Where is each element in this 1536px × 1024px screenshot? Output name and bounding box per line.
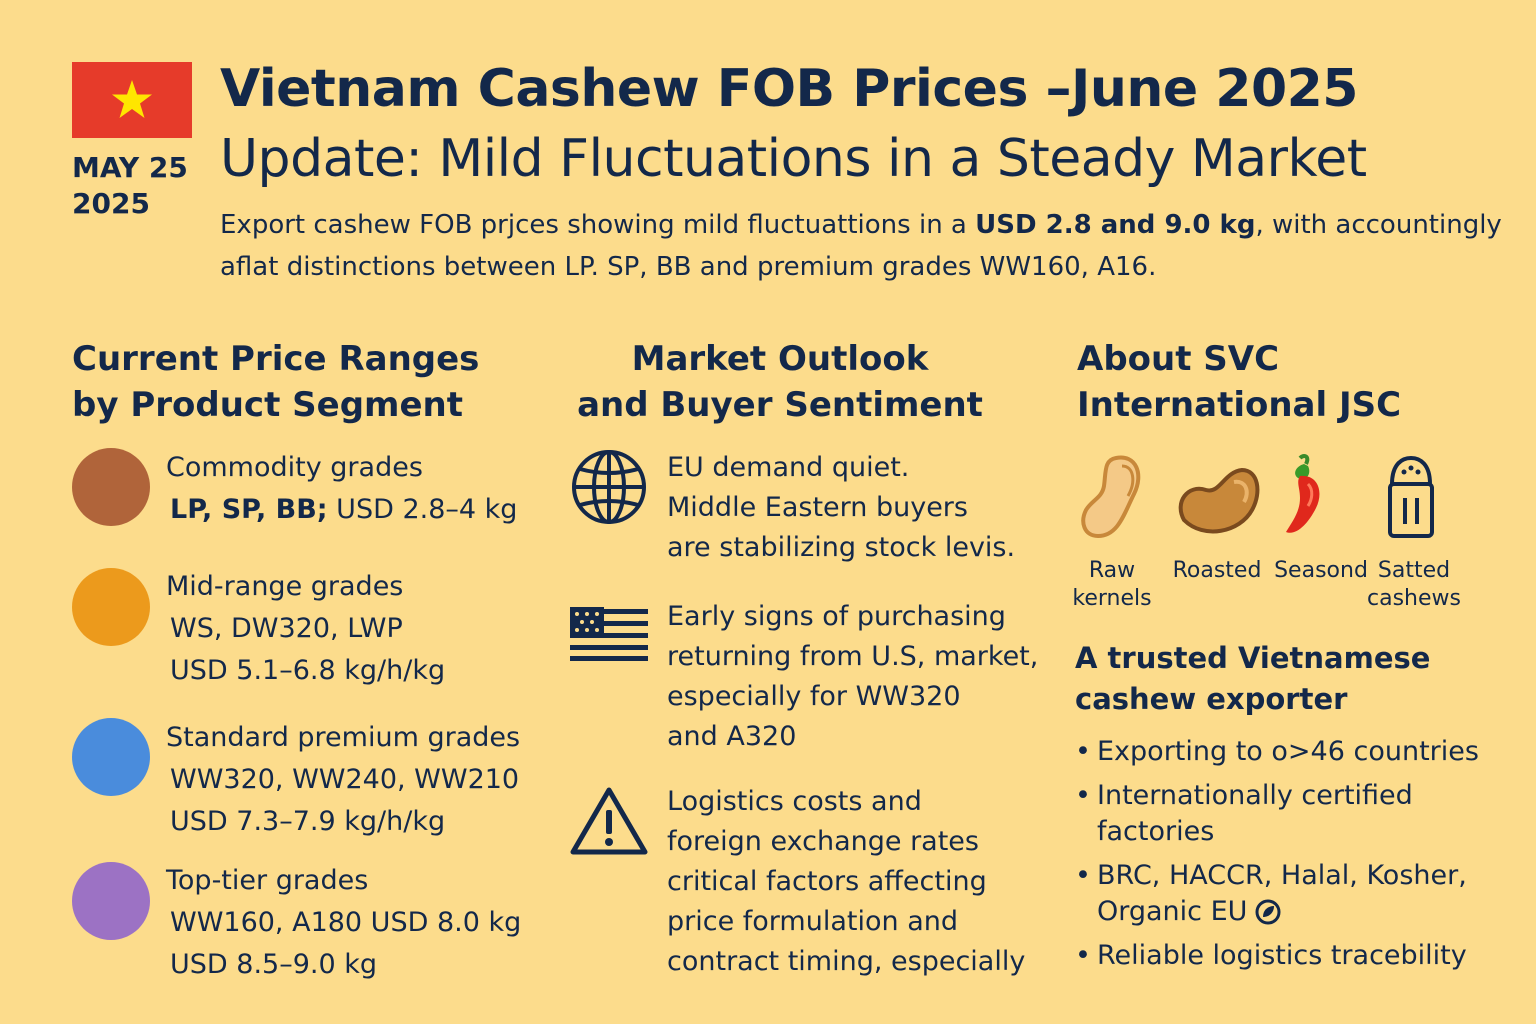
bullet-dot: • — [1075, 860, 1091, 891]
us-flag-icon — [570, 607, 648, 661]
top-tier-color-dot — [72, 862, 150, 940]
organic-leaf-icon — [1255, 899, 1281, 925]
date-year: 2025 — [72, 187, 150, 220]
market-item-line: critical factors affecting — [667, 866, 987, 897]
market-item-line: Middle Eastern buyers — [667, 492, 968, 523]
tagline-line2: cashew exporter — [1075, 682, 1348, 716]
company-tagline: A trusted Vietnamese cashew exporter — [1075, 638, 1430, 720]
star-icon — [112, 80, 152, 118]
market-item-line: returning from U.S, market, — [667, 641, 1039, 672]
market-item-line: are stabilizing stock levis. — [667, 532, 1016, 563]
product-label-salted: Satted cashews — [1359, 557, 1469, 613]
segment-grades: LP, SP, BB; USD 2.8–4 kg — [166, 489, 517, 531]
intro-price-range: USD 2.8 and 9.0 kg — [975, 210, 1256, 240]
bullet-export-countries: • Exporting to o>46 countries — [1075, 734, 1479, 770]
bullet-text: Organic EU — [1097, 896, 1248, 927]
price-heading-line2: by Product Segment — [72, 385, 463, 425]
product-label-line: Raw — [1088, 558, 1136, 583]
segment-name: Standard premium grades — [166, 722, 521, 753]
page-subtitle: Update: Mild Fluctuations in a Steady Ma… — [220, 129, 1367, 189]
market-item-line: Logistics costs and — [667, 786, 922, 817]
market-item-line: especially for WW320 — [667, 681, 961, 712]
warning-icon — [570, 787, 648, 855]
segment-grades: WW320, WW240, WW210 — [170, 764, 520, 795]
market-item-line: Early signs of purchasing — [667, 601, 1006, 632]
segment-price: USD 8.5–9.0 kg — [170, 949, 378, 980]
commodity-color-dot — [72, 448, 150, 526]
segment-price: USD 7.3–7.9 kg/h/kg — [170, 806, 446, 837]
product-label-line: Roasted — [1172, 558, 1262, 583]
tagline-line1: A trusted Vietnamese — [1075, 641, 1431, 675]
intro-text-start: Export cashew FOB prjces showing mild fl… — [220, 210, 976, 240]
product-label-line: cashews — [1367, 586, 1461, 611]
publish-date: MAY 25 2025 — [72, 150, 188, 222]
segment-grades: WW160, A180 USD 8.0 kg — [170, 907, 522, 938]
globe-icon — [572, 450, 646, 524]
segment-commodity: Commodity grades LP, SP, BB; USD 2.8–4 k… — [166, 447, 517, 531]
market-item-line: foreign exchange rates — [667, 826, 979, 857]
standard-premium-color-dot — [72, 718, 150, 796]
chili-pepper-icon — [1286, 454, 1320, 533]
bullet-certifications: • BRC, HACCR, Halal, Kosher, Organic EU — [1075, 858, 1479, 930]
product-label-line: Seasond — [1274, 558, 1368, 583]
bullet-text: Exporting to o>46 countries — [1097, 736, 1479, 767]
market-item-eu: EU demand quiet. Middle Eastern buyers a… — [667, 448, 1015, 568]
segment-name: Commodity grades — [166, 452, 423, 483]
market-heading-line1: Market Outlook — [631, 339, 929, 379]
roasted-cashew-icon — [1178, 467, 1260, 534]
bullet-dot: • — [1075, 736, 1091, 767]
bullet-text: factories — [1097, 816, 1215, 847]
bullet-logistics: • Reliable logistics tracebility — [1075, 938, 1479, 974]
segment-name: Top-tier grades — [166, 865, 369, 896]
market-item-us: Early signs of purchasing returning from… — [667, 597, 1038, 757]
product-label-line: kernels — [1072, 586, 1152, 611]
product-label-raw: Raw kernels — [1057, 557, 1167, 613]
mid-range-color-dot — [72, 568, 150, 646]
market-heading-line2: and Buyer Sentiment — [577, 385, 983, 425]
market-item-line: EU demand quiet. — [667, 452, 910, 483]
segment-price: USD 2.8–4 kg — [327, 494, 518, 525]
product-label-roasted: Roasted — [1162, 557, 1272, 585]
market-item-line: price formulation and — [667, 906, 958, 937]
segment-grades: WS, DW320, LWP — [170, 613, 403, 644]
segment-standard-premium: Standard premium grades WW320, WW240, WW… — [166, 717, 520, 843]
raw-cashew-icon — [1081, 455, 1141, 539]
segment-grades-bold: LP, SP, BB; — [170, 494, 328, 525]
segment-price: USD 5.1–6.8 kg/h/kg — [170, 655, 446, 686]
bullet-certified-factories: • Internationally certified factories — [1075, 778, 1479, 850]
page-title: Vietnam Cashew FOB Prices –June 2025 — [220, 59, 1358, 119]
product-label-line: Satted — [1377, 558, 1451, 583]
price-section-heading: Current Price Ranges by Product Segment — [72, 336, 532, 428]
market-item-line: and A320 — [667, 721, 797, 752]
bullet-dot: • — [1075, 940, 1091, 971]
segment-name: Mid-range grades — [166, 571, 404, 602]
market-item-line: contract timing, especially — [667, 946, 1026, 977]
about-heading-line2: International JSC — [1077, 385, 1402, 425]
price-heading-line1: Current Price Ranges — [72, 339, 480, 379]
product-label-seasoned: Seasond — [1266, 557, 1376, 585]
segment-top-tier: Top-tier grades WW160, A180 USD 8.0 kg U… — [166, 860, 521, 986]
intro-text-end: , with accountingly aflat distinctions b… — [220, 210, 1502, 282]
vietnam-flag-icon — [72, 62, 192, 138]
bullet-text: Reliable logistics tracebility — [1097, 940, 1467, 971]
about-section-heading: About SVC International JSC — [1077, 336, 1497, 428]
bullet-text: BRC, HACCR, Halal, Kosher, — [1097, 860, 1467, 891]
bullet-dot: • — [1075, 780, 1091, 811]
intro-paragraph: Export cashew FOB prjces showing mild fl… — [220, 204, 1510, 288]
segment-mid-range: Mid-range grades WS, DW320, LWP USD 5.1–… — [166, 566, 445, 692]
bullet-text: Internationally certified — [1097, 780, 1413, 811]
salt-shaker-icon — [1388, 455, 1434, 538]
market-section-heading: Market Outlook and Buyer Sentiment — [570, 336, 990, 428]
date-month-day: MAY 25 — [72, 151, 188, 184]
company-bullet-list: • Exporting to o>46 countries • Internat… — [1075, 734, 1479, 982]
market-item-logistics: Logistics costs and foreign exchange rat… — [667, 782, 1025, 982]
about-heading-line1: About SVC — [1077, 339, 1280, 379]
